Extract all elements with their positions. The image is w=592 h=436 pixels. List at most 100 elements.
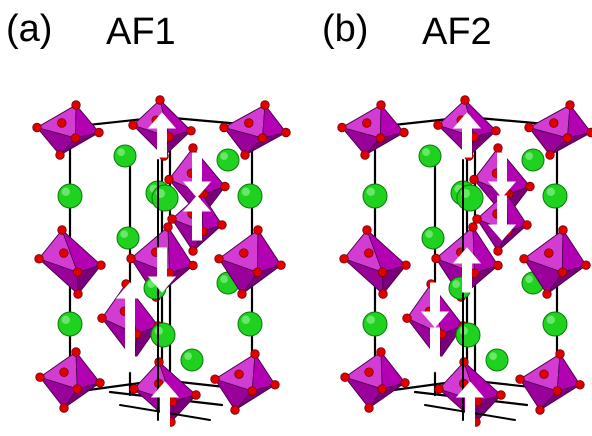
cation-atom bbox=[421, 226, 445, 250]
octahedron bbox=[519, 225, 591, 299]
oxygen-atom bbox=[191, 390, 201, 400]
octahedron bbox=[34, 225, 106, 299]
oxygen-atom bbox=[399, 127, 409, 138]
octahedron bbox=[210, 349, 280, 415]
oxygen-atom bbox=[542, 289, 552, 299]
oxygen-atom bbox=[214, 254, 224, 264]
oxygen-atom bbox=[240, 150, 250, 160]
oxygen-atom bbox=[515, 374, 525, 384]
spin-up-arrow bbox=[455, 381, 485, 427]
cation-highlight bbox=[117, 148, 125, 156]
oxygen-atom bbox=[558, 225, 568, 235]
cation-atom bbox=[216, 148, 240, 172]
oxygen-atom bbox=[71, 100, 81, 110]
oxygen-atom bbox=[237, 289, 247, 299]
oxygen-atom bbox=[539, 369, 549, 379]
cation-atom bbox=[180, 348, 204, 372]
oxygen-atom bbox=[586, 127, 592, 138]
oxygen-atom bbox=[270, 380, 280, 390]
octahedron-face-low bbox=[340, 126, 382, 156]
oxygen-atom bbox=[210, 374, 220, 384]
oxygen-atom bbox=[340, 372, 350, 382]
oxygen-atom bbox=[575, 380, 585, 390]
oxygen-atom bbox=[339, 254, 349, 264]
oxygen-atom bbox=[565, 100, 575, 110]
oxygen-atom bbox=[555, 349, 565, 359]
oxygen-atom bbox=[73, 289, 83, 299]
cation-highlight bbox=[184, 352, 192, 360]
spin-down-arrow bbox=[487, 152, 517, 198]
spin-down-arrow bbox=[487, 195, 517, 241]
octahedron-face-low bbox=[38, 258, 79, 295]
cation-highlight bbox=[61, 315, 70, 324]
oxygen-atom bbox=[468, 222, 478, 232]
cation-atom bbox=[116, 226, 140, 250]
oxygen-atom bbox=[220, 181, 230, 192]
oxygen-atom bbox=[491, 126, 501, 136]
oxygen-atom bbox=[433, 120, 443, 130]
oxygen-atom bbox=[522, 220, 532, 230]
octahedron bbox=[337, 100, 409, 160]
octahedron bbox=[35, 347, 105, 413]
cation-atom bbox=[485, 348, 509, 372]
octahedron bbox=[32, 100, 104, 160]
oxygen-atom bbox=[96, 260, 106, 270]
oxygen-atom bbox=[244, 118, 254, 128]
cation-atom bbox=[542, 311, 568, 337]
octahedron bbox=[524, 100, 592, 160]
oxygen-atom bbox=[70, 133, 81, 143]
cation-highlight bbox=[366, 187, 375, 196]
cation-atom bbox=[113, 144, 137, 168]
spin-up-arrow bbox=[452, 112, 482, 158]
oxygen-atom bbox=[375, 133, 386, 143]
oxygen-atom bbox=[535, 405, 545, 415]
octahedron-face-low bbox=[218, 258, 259, 295]
oxygen-atom bbox=[59, 403, 69, 413]
oxygen-atom bbox=[276, 260, 286, 270]
cation-atom bbox=[237, 311, 263, 337]
oxygen-atom bbox=[364, 403, 374, 413]
cation-atom bbox=[455, 322, 481, 348]
cation-highlight bbox=[489, 352, 497, 360]
cation-atom bbox=[521, 148, 545, 172]
oxygen-atom bbox=[94, 127, 104, 138]
octahedron-face-low bbox=[527, 126, 569, 156]
cation-highlight bbox=[422, 148, 430, 156]
spin-down-arrow bbox=[420, 327, 450, 373]
spin-up-arrow bbox=[150, 381, 180, 427]
oxygen-atom bbox=[257, 133, 268, 143]
oxygen-atom bbox=[434, 384, 444, 394]
oxygen-atom bbox=[377, 384, 387, 394]
oxygen-atom bbox=[57, 118, 67, 128]
oxygen-atom bbox=[186, 126, 196, 136]
oxygen-atom bbox=[469, 174, 479, 185]
oxygen-atom bbox=[281, 127, 291, 138]
oxygen-atom bbox=[32, 122, 42, 133]
oxygen-atom bbox=[188, 143, 198, 153]
panel-a-letter: (a) bbox=[6, 8, 53, 50]
cation-atom bbox=[237, 183, 263, 209]
oxygen-atom bbox=[545, 150, 555, 160]
oxygen-atom bbox=[188, 246, 198, 256]
oxygen-atom bbox=[493, 143, 503, 153]
oxygen-atom bbox=[402, 313, 412, 323]
oxygen-atom bbox=[167, 214, 177, 224]
oxygen-atom bbox=[549, 118, 559, 128]
cation-highlight bbox=[452, 280, 460, 288]
oxygen-atom bbox=[460, 95, 470, 105]
octahedron bbox=[214, 225, 286, 299]
oxygen-atom bbox=[557, 267, 568, 277]
spin-down-arrow bbox=[182, 152, 212, 198]
cation-atom bbox=[542, 183, 568, 209]
spin-down-arrow bbox=[420, 282, 450, 328]
oxygen-atom bbox=[493, 260, 503, 271]
oxygen-atom bbox=[57, 225, 67, 235]
oxygen-atom bbox=[524, 122, 534, 133]
spin-down-arrow bbox=[115, 327, 145, 373]
octahedron-face-low bbox=[523, 258, 564, 295]
oxygen-atom bbox=[519, 254, 529, 264]
oxygen-atom bbox=[377, 267, 388, 277]
oxygen-atom bbox=[253, 225, 263, 235]
octahedron bbox=[515, 349, 585, 415]
spin-up-arrow bbox=[182, 195, 212, 241]
